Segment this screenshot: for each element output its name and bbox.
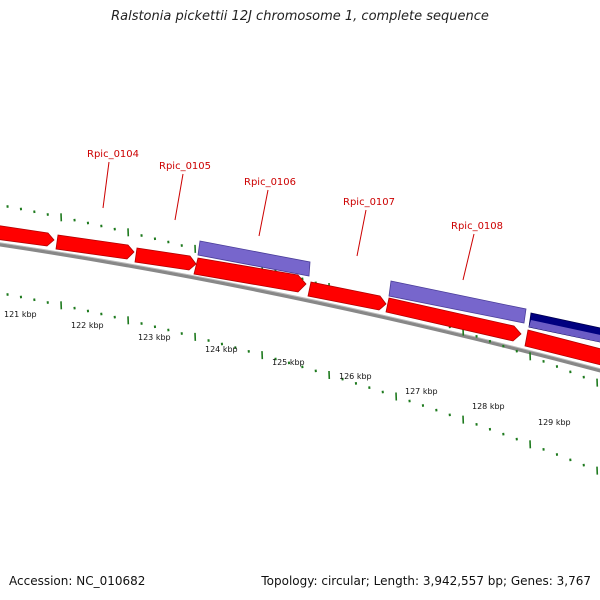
kbp-label: 122 kbp: [71, 321, 104, 330]
gene-label-leaders: [102, 161, 475, 281]
inner-tick-marks: [6, 293, 599, 475]
kbp-label: 123 kbp: [138, 333, 171, 342]
map-title: Ralstonia pickettii 12J chromosome 1, co…: [111, 9, 489, 24]
leader-line: [174, 173, 184, 221]
gene-label[interactable]: Rpic_0104: [87, 149, 139, 160]
forward-strand-genes: [0, 225, 600, 366]
gene-label[interactable]: Rpic_0106: [244, 177, 296, 188]
gene-arrow[interactable]: [134, 247, 197, 271]
kbp-label: 127 kbp: [405, 387, 438, 396]
gene-arrow[interactable]: [0, 225, 55, 247]
kbp-label: 124 kbp: [205, 345, 238, 354]
gene-arrow[interactable]: [307, 281, 387, 311]
kbp-labels: 121 kbp 122 kbp 123 kbp 124 kbp 125 kbp …: [4, 310, 571, 427]
gene-bar[interactable]: [388, 280, 527, 324]
kbp-label: 129 kbp: [538, 418, 571, 427]
accession-text: Accession: NC_010682: [9, 574, 146, 588]
summary-text: Topology: circular; Length: 3,942,557 bp…: [261, 574, 591, 588]
gene-bar[interactable]: [529, 320, 600, 343]
kbp-label: 126 kbp: [339, 372, 372, 381]
reverse-strand-genes: [197, 240, 600, 343]
leader-line: [462, 233, 475, 281]
backbone-line: [0, 242, 600, 373]
gene-label[interactable]: Rpic_0105: [159, 161, 211, 172]
gene-arrow[interactable]: [55, 234, 135, 260]
gene-labels: Rpic_0104 Rpic_0105 Rpic_0106 Rpic_0107 …: [87, 149, 503, 232]
kbp-label: 121 kbp: [4, 310, 37, 319]
gene-arrow[interactable]: [524, 329, 600, 366]
leader-line: [356, 209, 367, 257]
leader-line: [258, 189, 269, 237]
gene-label[interactable]: Rpic_0107: [343, 197, 395, 208]
kbp-label: 125 kbp: [272, 358, 305, 367]
gene-arrow[interactable]: [385, 297, 522, 342]
kbp-label: 128 kbp: [472, 402, 505, 411]
leader-line: [102, 161, 110, 209]
gene-arrow[interactable]: [193, 257, 307, 293]
backbone-highlight: [0, 242, 600, 370]
gene-bar[interactable]: [197, 240, 311, 277]
gene-label[interactable]: Rpic_0108: [451, 221, 503, 232]
